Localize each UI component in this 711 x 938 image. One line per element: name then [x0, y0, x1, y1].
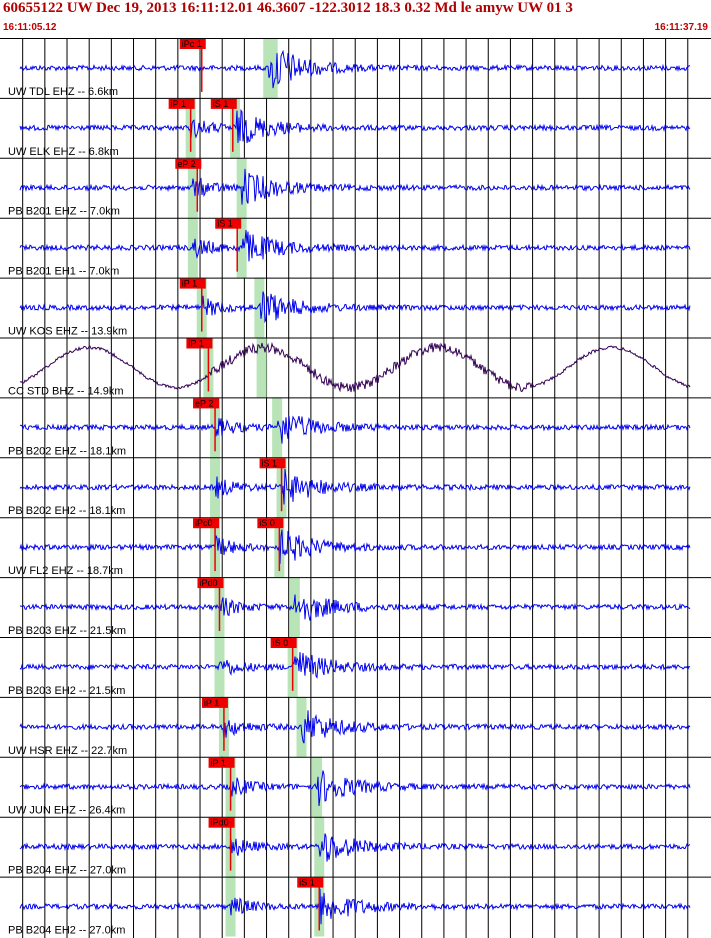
- pick-label: iS 1: [217, 219, 233, 229]
- pick-label: iPd0: [199, 578, 217, 588]
- pick-flag: [168, 98, 195, 109]
- pick-flag: [197, 578, 224, 589]
- trace-line: [19, 652, 691, 679]
- station-label: UW KOS EHZ -- 13.9km: [8, 326, 127, 338]
- pick-label: iS 1: [213, 99, 229, 109]
- station-label: PB B201 EH1 -- 7.0km: [8, 266, 119, 278]
- arrival-window: [272, 397, 283, 458]
- pick-label: iP 1: [182, 279, 197, 289]
- arrival-window: [254, 277, 265, 338]
- pick-flag: [215, 218, 242, 229]
- pick-label: iPd0: [211, 818, 229, 828]
- station-label: PB B202 EH2 -- 18.1km: [8, 505, 125, 517]
- arrival-window: [236, 157, 247, 218]
- trace-line: [19, 468, 691, 505]
- trace-line: [19, 49, 691, 89]
- trace-line: [19, 108, 691, 144]
- pick-label: iS 0: [273, 638, 289, 648]
- pick-flag: [208, 757, 235, 768]
- arrival-window: [289, 577, 300, 637]
- station-label: UW FL2 EHZ -- 18.7km: [8, 565, 123, 577]
- trace-line: [19, 529, 691, 564]
- pick-flag: [186, 338, 213, 349]
- arrival-window: [187, 157, 198, 218]
- pick-label: iP 1: [171, 99, 186, 109]
- station-label: PB B204 EHZ -- 27.0km: [8, 865, 126, 877]
- pick-flag: [259, 458, 286, 469]
- arrival-window: [256, 337, 267, 398]
- station-label: PB B201 EHZ -- 7.0km: [8, 206, 120, 218]
- start-time: 16:11:05.12: [3, 22, 57, 33]
- trace-line: [19, 341, 691, 393]
- station-label: UW HSR EHZ -- 22.7km: [8, 745, 127, 757]
- arrival-window: [187, 217, 198, 278]
- station-label: PB B202 EHZ -- 18.1km: [8, 445, 126, 457]
- pick-label: iP 1: [188, 339, 203, 349]
- trace-line: [19, 229, 691, 262]
- pick-label: iPc 1: [182, 39, 202, 49]
- station-label: CC STD BHZ -- 14.9km: [8, 385, 124, 397]
- trace-line: [19, 594, 691, 621]
- pick-flag: [270, 638, 297, 648]
- station-label: UW JUN EHZ -- 26.4km: [8, 805, 125, 817]
- pick-label: iPc0: [195, 518, 213, 528]
- pick-label: iP 1: [211, 758, 226, 768]
- arrival-window: [314, 816, 325, 877]
- pick-flag: [208, 817, 235, 828]
- pick-label: iS 0: [259, 518, 275, 528]
- pick-flag: [193, 398, 220, 409]
- trace-line: [19, 710, 691, 744]
- pick-flag: [297, 877, 324, 888]
- pick-label: iS 1: [299, 878, 315, 888]
- arrival-window: [214, 637, 225, 697]
- pick-flag: [201, 697, 228, 708]
- pick-flag: [179, 39, 206, 49]
- trace-line: [19, 168, 691, 205]
- station-label: UW TDL EHZ -- 6.6km: [8, 86, 118, 98]
- trace-line: [19, 291, 691, 324]
- trace-line: [19, 415, 691, 444]
- pick-flag: [210, 98, 237, 109]
- end-time: 16:11:37.19: [654, 22, 708, 33]
- pick-flag: [175, 158, 202, 169]
- pick-label: iP 1: [204, 698, 219, 708]
- station-label: PB B204 EH2 -- 27.0km: [8, 925, 125, 937]
- trace-line: [19, 770, 691, 807]
- event-title: 60655122 UW Dec 19, 2013 16:11:12.01 46.…: [3, 0, 573, 16]
- pick-flag: [179, 278, 206, 289]
- pick-flag: [257, 518, 284, 529]
- trace-line: [19, 888, 691, 925]
- station-label: PB B203 EH2 -- 21.5km: [8, 685, 125, 697]
- trace-line: [19, 833, 691, 862]
- pick-label: eP 2: [177, 159, 195, 169]
- arrival-window: [267, 38, 278, 98]
- pick-label: iS 1: [262, 458, 278, 468]
- station-label: PB B203 EHZ -- 21.5km: [8, 625, 126, 637]
- arrival-window: [230, 97, 241, 158]
- pick-flag: [193, 518, 220, 529]
- station-label: UW ELK EHZ -- 6.8km: [8, 146, 119, 158]
- pick-label: eP 2: [195, 398, 213, 408]
